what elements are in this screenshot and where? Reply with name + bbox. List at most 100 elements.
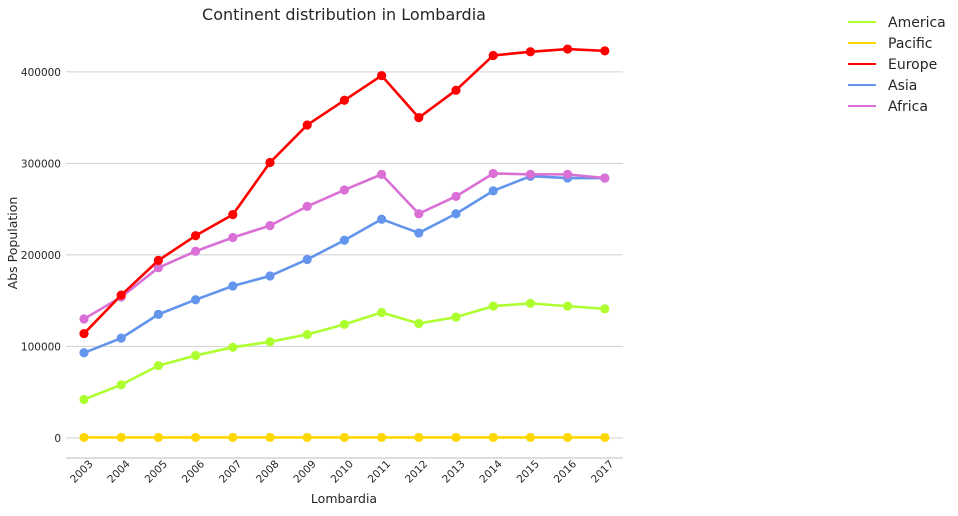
- series-asia: [79, 171, 610, 358]
- x-tick-label: 2003: [68, 458, 95, 485]
- data-point-america: [377, 307, 387, 318]
- series-africa: [79, 168, 610, 324]
- data-point-africa: [525, 169, 536, 179]
- data-point-pacific: [153, 432, 163, 443]
- x-tick-label: 2008: [254, 458, 281, 485]
- data-point-africa: [414, 209, 424, 219]
- legend-label: Africa: [888, 99, 928, 115]
- y-tick-label: 200000: [21, 250, 61, 262]
- data-point-asia: [414, 228, 424, 238]
- data-point-africa: [79, 314, 89, 324]
- data-point-asia: [488, 186, 498, 196]
- data-point-america: [302, 329, 312, 340]
- x-tick-label: 2015: [515, 458, 542, 485]
- data-point-africa: [191, 246, 201, 256]
- data-point-asia: [302, 254, 312, 265]
- data-point-africa: [451, 191, 461, 201]
- data-point-america: [414, 318, 424, 329]
- y-tick-label: 300000: [21, 158, 61, 170]
- data-point-pacific: [228, 432, 238, 443]
- chart-title: Continent distribution in Lombardia: [202, 5, 486, 24]
- data-point-europe: [228, 210, 238, 220]
- legend-label: Asia: [888, 78, 917, 94]
- data-point-america: [79, 394, 89, 405]
- data-point-asia: [116, 333, 126, 343]
- data-point-africa: [228, 232, 238, 243]
- x-tick-label: 2013: [440, 458, 467, 485]
- data-point-europe: [525, 47, 536, 57]
- x-tick-label: 2017: [589, 458, 616, 485]
- data-point-pacific: [488, 432, 498, 443]
- y-tick-label: 400000: [21, 67, 61, 79]
- data-point-europe: [563, 44, 573, 54]
- data-point-america: [451, 312, 461, 322]
- x-tick-label: 2011: [366, 458, 393, 485]
- data-point-asia: [153, 309, 163, 319]
- data-point-america: [191, 350, 201, 361]
- data-point-africa: [377, 169, 387, 179]
- legend-item-africa: Africa: [848, 99, 928, 115]
- data-point-pacific: [79, 432, 89, 443]
- y-axis-ticks: 0 100000 200000 300000 400000: [21, 67, 61, 445]
- gridlines: [66, 71, 623, 439]
- data-point-america: [525, 298, 536, 308]
- series-line-america: [82, 302, 607, 401]
- x-axis-ticks: 2003 2004 2005 2006 2007 2008 2009 2010 2011 2012…: [68, 458, 616, 486]
- x-tick-label: 2005: [143, 458, 170, 485]
- data-point-pacific: [265, 432, 275, 443]
- data-point-africa: [302, 201, 312, 212]
- data-point-africa: [153, 263, 163, 273]
- y-axis-label: Abs Population: [5, 197, 20, 290]
- data-point-asia: [228, 281, 238, 291]
- x-tick-label: 2004: [105, 458, 133, 486]
- data-point-america: [153, 360, 163, 371]
- series-pacific: [79, 432, 610, 443]
- x-tick-label: 2014: [477, 458, 505, 486]
- legend: America Pacific Europe Asia Africa: [848, 15, 946, 115]
- data-point-pacific: [377, 432, 387, 443]
- x-tick-label: 2012: [403, 458, 430, 485]
- legend-label: Europe: [888, 57, 937, 73]
- data-point-europe: [116, 290, 126, 300]
- series-europe: [79, 44, 610, 339]
- data-point-africa: [488, 168, 498, 179]
- data-point-america: [488, 301, 498, 311]
- x-tick-label: 2016: [552, 458, 580, 486]
- data-point-europe: [451, 85, 461, 95]
- data-point-africa: [265, 221, 275, 231]
- data-point-europe: [339, 95, 349, 105]
- x-tick-label: 2010: [329, 458, 356, 485]
- legend-item-europe: Europe: [848, 57, 937, 73]
- data-point-europe: [265, 157, 275, 168]
- legend-item-asia: Asia: [848, 78, 917, 94]
- data-point-pacific: [414, 432, 424, 443]
- data-point-europe: [302, 120, 312, 130]
- data-point-europe: [377, 70, 387, 81]
- data-point-pacific: [116, 432, 126, 443]
- data-point-europe: [488, 50, 498, 61]
- data-point-america: [339, 319, 349, 330]
- data-point-america: [265, 337, 275, 347]
- data-point-pacific: [563, 432, 573, 443]
- data-point-africa: [600, 173, 610, 183]
- data-point-africa: [563, 169, 573, 179]
- data-point-asia: [79, 348, 89, 358]
- legend-item-america: America: [848, 15, 946, 31]
- series-america: [79, 298, 610, 405]
- data-point-pacific: [525, 432, 536, 443]
- x-tick-label: 2007: [217, 458, 244, 485]
- data-point-asia: [451, 209, 461, 219]
- data-point-africa: [339, 185, 349, 195]
- data-point-america: [116, 380, 126, 390]
- data-point-asia: [265, 271, 275, 281]
- x-axis-label: Lombardia: [311, 491, 377, 506]
- data-point-asia: [339, 235, 349, 245]
- data-point-pacific: [600, 432, 610, 443]
- data-point-europe: [191, 231, 201, 241]
- plot-area: [79, 44, 610, 443]
- data-point-pacific: [339, 432, 349, 443]
- data-point-europe: [600, 46, 610, 56]
- data-point-pacific: [302, 432, 312, 443]
- legend-label: Pacific: [888, 36, 933, 52]
